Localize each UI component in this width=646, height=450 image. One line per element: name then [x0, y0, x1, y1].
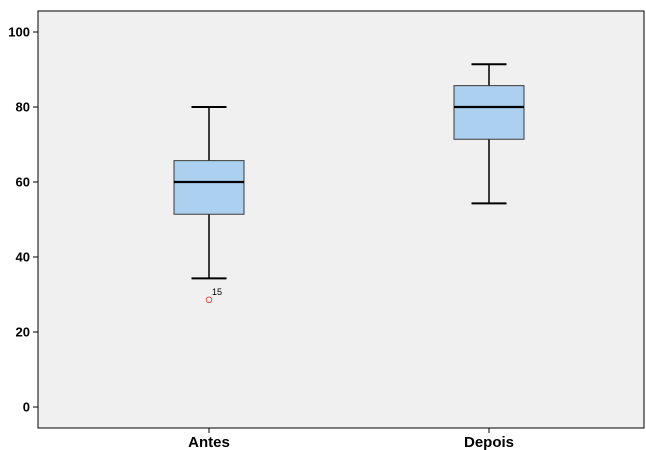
y-tick-label: 0	[23, 400, 30, 415]
box-antes: 15	[173, 106, 245, 304]
x-category-label: Depois	[464, 434, 514, 450]
y-tick-label: 60	[16, 175, 30, 190]
y-tick-label: 100	[8, 25, 30, 40]
x-axis: Antes Depois	[188, 428, 514, 450]
box-depois	[453, 63, 525, 205]
y-tick-label: 80	[16, 100, 30, 115]
x-category-label: Antes	[188, 434, 230, 450]
plot-area	[37, 10, 645, 429]
iqr-box	[453, 85, 525, 140]
y-tick-label: 40	[16, 250, 30, 265]
y-tick-label: 20	[16, 325, 30, 340]
outlier-point	[205, 296, 213, 304]
boxes: 15	[173, 63, 525, 304]
iqr-box	[173, 160, 245, 215]
y-axis: 0 20 40 60 80 100	[8, 25, 38, 415]
outlier-label: 15	[212, 287, 222, 297]
